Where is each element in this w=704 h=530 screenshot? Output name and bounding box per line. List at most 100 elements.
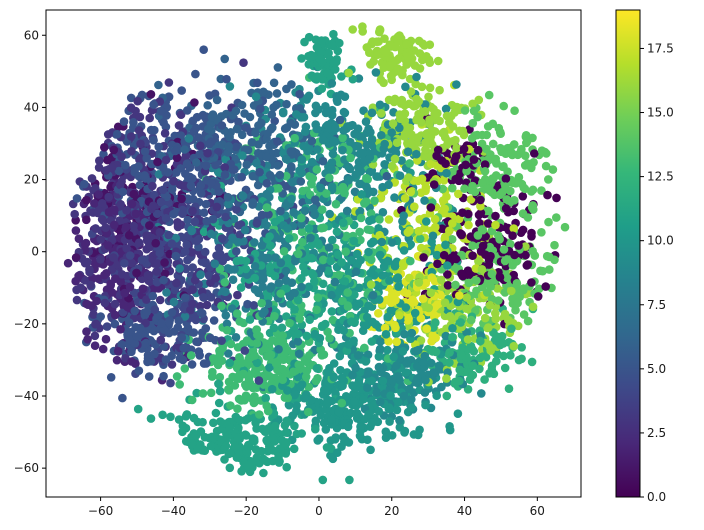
data-point — [448, 183, 457, 193]
data-point — [218, 256, 228, 266]
data-point — [323, 327, 332, 337]
data-point — [545, 252, 554, 262]
data-point — [104, 207, 114, 217]
data-point — [254, 376, 264, 385]
data-point — [333, 448, 342, 458]
data-point — [384, 337, 393, 346]
data-point — [319, 418, 329, 428]
data-point — [182, 410, 192, 419]
data-point — [346, 121, 356, 131]
data-point — [273, 161, 283, 170]
data-point — [344, 176, 354, 185]
data-point — [199, 45, 208, 54]
data-point — [127, 258, 136, 268]
data-point — [215, 386, 225, 396]
data-point — [384, 215, 394, 224]
data-point — [198, 417, 207, 427]
data-point — [307, 136, 317, 146]
data-point — [451, 174, 461, 184]
data-point — [468, 118, 478, 128]
data-point — [161, 214, 171, 223]
data-point — [90, 341, 100, 351]
data-point — [330, 277, 340, 287]
data-point — [241, 430, 250, 440]
data-point — [321, 319, 330, 329]
data-point — [455, 365, 465, 375]
data-point — [273, 137, 282, 146]
data-point — [507, 324, 516, 334]
data-point — [514, 241, 523, 250]
data-point — [230, 442, 240, 452]
data-point — [187, 226, 196, 236]
data-point — [321, 425, 331, 434]
data-point — [496, 143, 505, 153]
data-point — [232, 124, 242, 134]
data-point — [371, 320, 381, 329]
data-point — [281, 428, 291, 437]
data-point — [411, 377, 421, 387]
data-point — [297, 213, 306, 223]
data-point — [184, 134, 194, 143]
data-point — [268, 123, 277, 132]
data-point — [231, 333, 241, 342]
data-point — [331, 199, 341, 209]
data-point — [206, 293, 216, 302]
data-point — [462, 304, 471, 314]
data-point — [237, 172, 246, 182]
data-point — [533, 292, 543, 301]
data-point — [241, 391, 251, 401]
data-point — [171, 251, 181, 261]
data-point — [404, 314, 413, 324]
data-point — [451, 280, 460, 290]
data-point — [167, 239, 177, 248]
data-point — [118, 393, 127, 403]
y-tick-label: −40 — [14, 389, 39, 403]
data-point — [296, 177, 306, 186]
data-point — [241, 264, 251, 274]
data-point — [499, 245, 509, 254]
data-point — [91, 224, 100, 233]
data-point — [80, 240, 90, 249]
colorbar-gradient — [615, 9, 641, 498]
data-point — [376, 397, 385, 407]
data-point — [437, 382, 446, 392]
data-point — [438, 184, 448, 194]
data-point — [251, 92, 261, 101]
data-point — [257, 241, 267, 250]
data-point — [476, 195, 485, 205]
data-point — [86, 280, 95, 290]
data-point — [167, 185, 177, 194]
data-point — [287, 163, 296, 173]
data-point — [226, 265, 236, 274]
data-point — [72, 295, 82, 305]
data-point — [350, 129, 360, 139]
data-point — [421, 400, 430, 410]
data-point — [536, 266, 545, 276]
data-point — [405, 273, 414, 283]
data-point — [356, 422, 365, 432]
data-point — [200, 247, 210, 257]
data-point — [145, 113, 154, 123]
data-point — [271, 253, 280, 262]
data-point — [204, 124, 213, 134]
data-point — [401, 368, 411, 377]
data-point — [180, 247, 190, 256]
data-point — [421, 278, 431, 288]
data-point — [250, 238, 259, 247]
data-point — [157, 319, 166, 328]
data-point — [276, 258, 286, 268]
data-point — [125, 282, 135, 292]
data-point — [202, 216, 211, 226]
data-point — [462, 328, 471, 337]
data-point — [415, 64, 425, 73]
data-point — [156, 197, 166, 207]
data-point — [109, 145, 119, 155]
data-point — [368, 290, 378, 300]
data-point — [425, 83, 435, 93]
data-point — [286, 147, 296, 156]
data-point — [275, 170, 285, 180]
data-point — [374, 309, 383, 318]
data-point — [299, 393, 309, 403]
data-point — [306, 233, 315, 243]
data-point — [509, 341, 519, 351]
